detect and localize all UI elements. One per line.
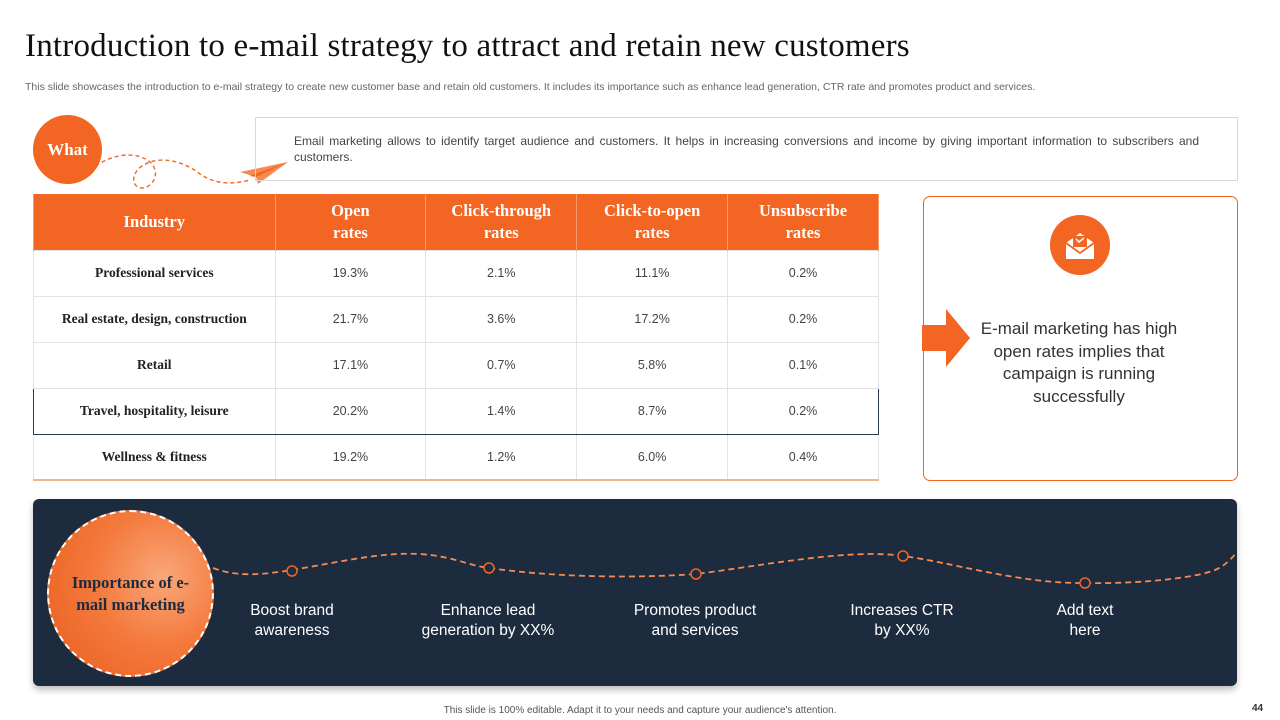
- step-promotes-product: Promotes product and services: [633, 602, 757, 639]
- slide-title: Introduction to e-mail strategy to attra…: [25, 28, 910, 64]
- what-description-box: Email marketing allows to identify targe…: [255, 117, 1238, 181]
- click-through-rate-cell: 1.2%: [425, 433, 578, 481]
- importance-banner: [33, 499, 1237, 686]
- open-rate-cell: 19.2%: [274, 433, 427, 481]
- step-enhance-lead-generation: Enhance lead generation by XX%: [421, 602, 555, 639]
- industry-rates-table: Industry Open rates Click-through rates …: [33, 194, 879, 481]
- step-boost-brand-awareness: Boost brand awareness: [250, 602, 334, 639]
- table-row-highlighted: Travel, hospitality, leisure 20.2% 1.4% …: [33, 387, 879, 435]
- paper-plane-icon: [90, 154, 288, 189]
- table-row: Wellness & fitness 19.2% 1.2% 6.0% 0.4%: [33, 433, 879, 481]
- open-rate-cell: 21.7%: [274, 295, 427, 343]
- insight-text: E-mail marketing has high open rates imp…: [980, 319, 1178, 406]
- industry-cell: Retail: [33, 341, 276, 389]
- what-badge: What: [33, 115, 102, 184]
- mail-icon: [1050, 215, 1110, 275]
- click-through-rate-cell: 2.1%: [425, 249, 578, 297]
- click-through-rate-cell: 1.4%: [425, 387, 578, 435]
- industry-cell: Real estate, design, construction: [33, 295, 276, 343]
- col-header-click-through-rates: Click-through rates: [425, 194, 578, 250]
- step-marker: [897, 550, 909, 562]
- step-add-text: Add text here: [1056, 602, 1114, 639]
- what-description: Email marketing allows to identify targe…: [294, 134, 1199, 164]
- unsubscribe-rate-cell: 0.4%: [727, 433, 879, 481]
- industry-cell: Wellness & fitness: [33, 433, 276, 481]
- importance-label: Importance of e-mail marketing: [71, 572, 190, 614]
- slide-subtitle: This slide showcases the introduction to…: [25, 81, 1036, 93]
- click-to-open-rate-cell: 6.0%: [576, 433, 729, 481]
- industry-cell: Professional services: [33, 249, 276, 297]
- unsubscribe-rate-cell: 0.2%: [727, 387, 879, 435]
- col-header-unsubscribe-rates: Unsubscribe rates: [727, 194, 879, 250]
- step-marker: [483, 562, 495, 574]
- col-header-open-rates: Open rates: [274, 194, 427, 250]
- what-label: What: [47, 139, 88, 159]
- footer-note: This slide is 100% editable. Adapt it to…: [443, 705, 837, 716]
- table-header-row: Industry Open rates Click-through rates …: [33, 194, 879, 250]
- page-number: 44: [1252, 703, 1264, 714]
- unsubscribe-rate-cell: 0.2%: [727, 249, 879, 297]
- click-to-open-rate-cell: 8.7%: [576, 387, 729, 435]
- open-rate-cell: 19.3%: [274, 249, 427, 297]
- step-marker: [1079, 577, 1091, 589]
- step-increases-ctr: Increases CTR by XX%: [850, 602, 954, 639]
- step-marker: [690, 568, 702, 580]
- importance-badge: Importance of e-mail marketing: [47, 510, 214, 677]
- col-header-click-to-open-rates: Click-to-open rates: [576, 194, 729, 250]
- step-marker: [286, 565, 298, 577]
- click-through-rate-cell: 0.7%: [425, 341, 578, 389]
- industry-cell: Travel, hospitality, leisure: [33, 387, 276, 435]
- click-through-rate-cell: 3.6%: [425, 295, 578, 343]
- col-header-industry: Industry: [33, 194, 276, 250]
- arrow-right-icon: [922, 309, 970, 367]
